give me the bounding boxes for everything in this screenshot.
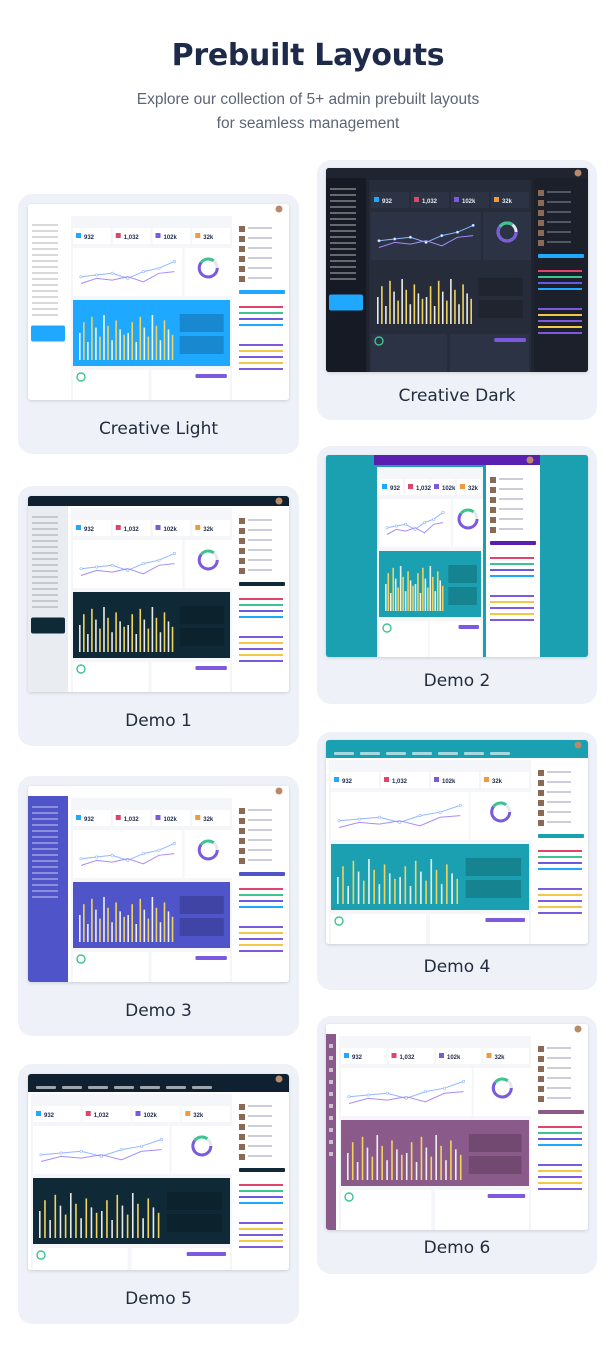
svg-text:932: 932 [84, 235, 95, 241]
svg-text:932: 932 [352, 1055, 363, 1061]
layout-preview-demo-5: 932 1,032 102k 32k [28, 1074, 289, 1270]
svg-text:102k: 102k [447, 1055, 461, 1061]
layout-label-demo-4: Demo 4 [423, 957, 491, 977]
layout-card-creative-light[interactable]: 932 1,032 102k 32k Creative Light [18, 194, 299, 454]
svg-text:932: 932 [342, 779, 353, 785]
layout-card-demo-1[interactable]: 932 1,032 102k 32k Demo 1 [18, 486, 299, 746]
svg-text:932: 932 [84, 817, 95, 823]
layout-preview-demo-1: 932 1,032 102k 32k [28, 496, 289, 692]
svg-text:32k: 32k [203, 235, 214, 241]
svg-text:932: 932 [382, 199, 393, 205]
layout-preview-creative-dark: 932 1,032 102k 32k [326, 168, 588, 372]
svg-text:102k: 102k [164, 527, 178, 533]
page-title: Prebuilt Layouts [171, 38, 445, 73]
layout-card-demo-4[interactable]: 932 1,032 102k 32k Demo 4 [317, 732, 597, 990]
svg-text:1,032: 1,032 [124, 817, 140, 823]
subtitle-line-1: Explore our collection of 5+ admin prebu… [136, 91, 480, 108]
svg-text:1,032: 1,032 [124, 235, 140, 241]
layout-label-demo-6: Demo 6 [423, 1238, 491, 1258]
svg-text:932: 932 [44, 1113, 55, 1119]
svg-text:102k: 102k [462, 199, 476, 205]
layout-card-demo-6[interactable]: 932 1,032 102k 32k Demo 6 [317, 1016, 597, 1274]
layout-card-demo-2[interactable]: 932 1,032 102k 32k Demo 2 [317, 446, 597, 704]
layout-card-demo-3[interactable]: 932 1,032 102k 32k Demo 3 [18, 776, 299, 1036]
svg-text:1,032: 1,032 [400, 1055, 416, 1061]
layout-card-creative-dark[interactable]: 932 1,032 102k 32k Creative Dark [317, 160, 597, 420]
layout-label-demo-3: Demo 3 [125, 1001, 192, 1021]
layout-preview-demo-2: 932 1,032 102k 32k [326, 455, 588, 657]
svg-text:1,032: 1,032 [422, 199, 438, 205]
svg-text:1,032: 1,032 [94, 1113, 110, 1119]
layout-label-demo-1: Demo 1 [125, 711, 192, 731]
layout-label-creative-dark: Creative Dark [398, 386, 516, 406]
layout-preview-demo-4: 932 1,032 102k 32k [326, 740, 588, 944]
page-subtitle: Explore our collection of 5+ admin prebu… [90, 88, 526, 136]
layout-label-demo-5: Demo 5 [125, 1289, 192, 1309]
layout-label-demo-2: Demo 2 [423, 671, 491, 691]
svg-text:1,032: 1,032 [416, 486, 432, 492]
svg-text:32k: 32k [203, 817, 214, 823]
svg-text:932: 932 [390, 486, 401, 492]
layout-preview-demo-3: 932 1,032 102k 32k [28, 786, 289, 982]
svg-text:1,032: 1,032 [124, 527, 140, 533]
svg-text:32k: 32k [203, 527, 214, 533]
svg-text:1,032: 1,032 [392, 779, 408, 785]
layout-preview-demo-6: 932 1,032 102k 32k [326, 1024, 588, 1230]
svg-text:32k: 32k [468, 486, 479, 492]
layout-preview-creative-light: 932 1,032 102k 32k [28, 204, 289, 400]
svg-text:102k: 102k [442, 486, 456, 492]
svg-text:32k: 32k [193, 1113, 204, 1119]
svg-text:32k: 32k [492, 779, 503, 785]
layout-label-creative-light: Creative Light [98, 419, 219, 439]
svg-text:102k: 102k [164, 817, 178, 823]
svg-text:102k: 102k [442, 779, 456, 785]
svg-text:932: 932 [84, 527, 95, 533]
svg-text:32k: 32k [495, 1055, 506, 1061]
subtitle-line-2: for seamless management [216, 115, 400, 132]
svg-text:102k: 102k [144, 1113, 158, 1119]
svg-text:32k: 32k [502, 199, 513, 205]
layout-card-demo-5[interactable]: 932 1,032 102k 32k Demo 5 [18, 1064, 299, 1324]
svg-text:102k: 102k [164, 235, 178, 241]
